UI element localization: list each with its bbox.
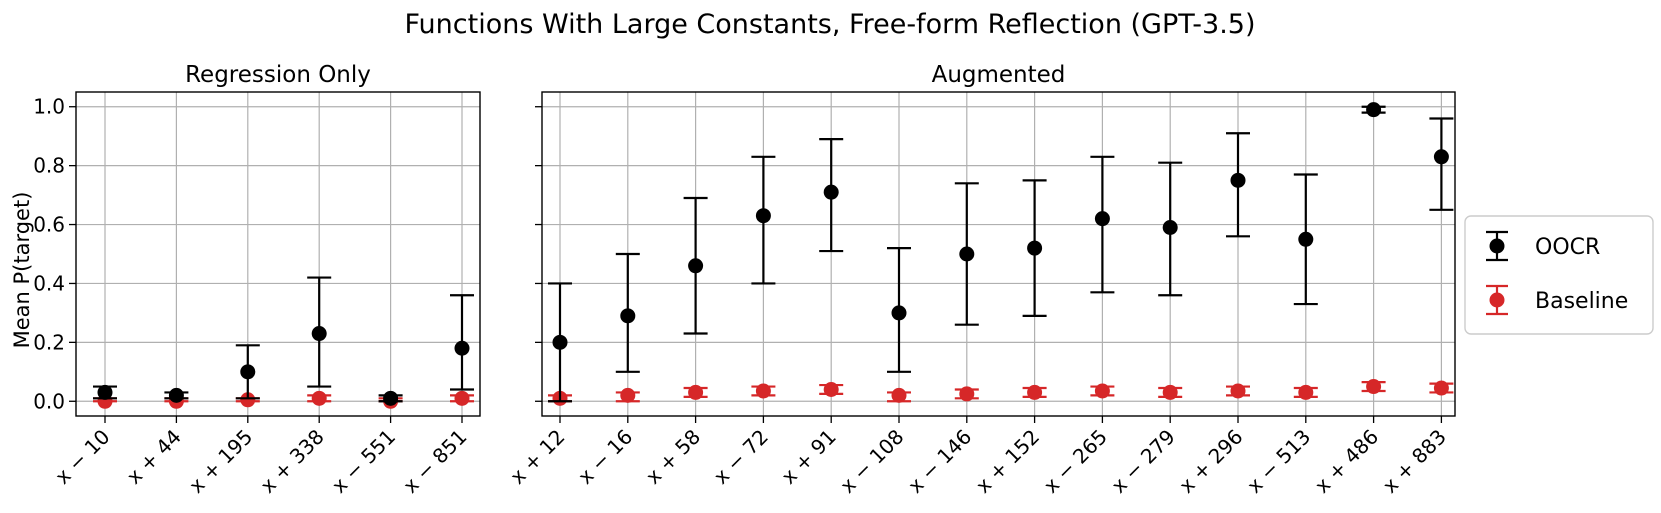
oocr-point xyxy=(1230,172,1246,188)
y-tick-label: 1.0 xyxy=(33,95,65,119)
legend-baseline-marker xyxy=(1489,292,1505,308)
x-tick-label: x − 10 xyxy=(50,425,114,489)
oocr-point xyxy=(1094,211,1110,227)
x-tick-label: x + 152 xyxy=(971,425,1044,498)
baseline-point xyxy=(1433,380,1449,396)
oocr-point xyxy=(168,387,184,403)
x-tick-label: x − 16 xyxy=(573,425,637,489)
y-tick-label: 0.2 xyxy=(33,330,65,354)
oocr-point xyxy=(688,258,704,274)
oocr-point xyxy=(1162,219,1178,235)
x-tick-label: x + 12 xyxy=(505,425,569,489)
x-tick-label: x + 91 xyxy=(777,425,841,489)
oocr-point xyxy=(383,390,399,406)
y-axis-label: Mean P(target) xyxy=(10,192,34,349)
oocr-point xyxy=(620,308,636,324)
y-tick-label: 0.8 xyxy=(33,154,65,178)
baseline-point xyxy=(688,384,704,400)
x-tick-label: x − 146 xyxy=(903,425,976,498)
axes-frame xyxy=(541,91,1456,417)
baseline-point xyxy=(959,386,975,402)
x-tick-label: x + 296 xyxy=(1174,425,1247,498)
panel-title: Augmented xyxy=(932,62,1066,88)
legend-baseline-label: Baseline xyxy=(1535,289,1628,314)
baseline-point xyxy=(1230,383,1246,399)
x-tick-label: x + 883 xyxy=(1378,425,1451,498)
oocr-point xyxy=(1433,149,1449,165)
baseline-point xyxy=(823,381,839,397)
baseline-point xyxy=(1027,384,1043,400)
baseline-point xyxy=(1162,384,1178,400)
oocr-point xyxy=(240,364,256,380)
oocr-point xyxy=(959,246,975,262)
baseline-point xyxy=(454,390,470,406)
axes-frame xyxy=(75,91,481,417)
x-tick-label: x − 513 xyxy=(1242,425,1315,498)
x-tick-label: x − 851 xyxy=(398,425,471,498)
y-tick-label: 0.4 xyxy=(33,271,65,295)
x-tick-label: x − 108 xyxy=(835,425,908,498)
x-tick-label: x + 44 xyxy=(122,425,186,489)
oocr-point xyxy=(1298,231,1314,247)
baseline-point xyxy=(620,387,636,403)
baseline-point xyxy=(240,392,256,408)
y-tick-label: 0.6 xyxy=(33,213,65,237)
x-tick-label: x − 279 xyxy=(1107,425,1180,498)
oocr-point xyxy=(311,326,327,342)
baseline-point xyxy=(1298,384,1314,400)
chart-title: Functions With Large Constants, Free-for… xyxy=(404,9,1255,40)
oocr-point xyxy=(891,305,907,321)
baseline-point xyxy=(755,383,771,399)
legend-box xyxy=(1464,215,1654,335)
baseline-point xyxy=(891,387,907,403)
panel-title: Regression Only xyxy=(185,62,371,88)
oocr-point xyxy=(1027,240,1043,256)
oocr-point xyxy=(97,384,113,400)
y-tick-label: 0.0 xyxy=(33,389,65,413)
baseline-point xyxy=(1094,383,1110,399)
x-tick-label: x + 58 xyxy=(641,425,705,489)
x-tick-label: x − 72 xyxy=(709,425,773,489)
x-tick-label: x − 265 xyxy=(1039,425,1112,498)
baseline-point xyxy=(1366,379,1382,395)
oocr-point xyxy=(454,340,470,356)
x-tick-label: x + 338 xyxy=(256,425,329,498)
oocr-point xyxy=(755,208,771,224)
oocr-point xyxy=(823,184,839,200)
x-tick-label: x + 195 xyxy=(184,425,257,498)
baseline-point xyxy=(311,390,327,406)
oocr-point xyxy=(552,334,568,350)
legend-oocr-marker xyxy=(1489,238,1505,254)
legend-oocr-label: OOCR xyxy=(1535,235,1600,260)
legend: OOCR Baseline xyxy=(1464,215,1654,335)
x-tick-label: x + 486 xyxy=(1310,425,1383,498)
oocr-point xyxy=(1366,102,1382,118)
x-tick-label: x − 551 xyxy=(327,425,400,498)
